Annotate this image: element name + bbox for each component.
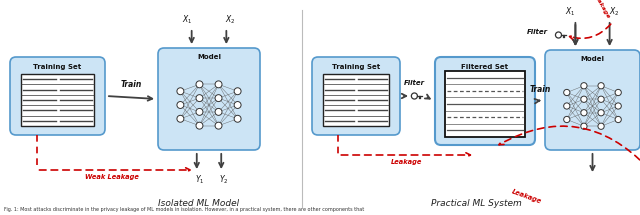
Circle shape	[215, 81, 222, 88]
Circle shape	[564, 103, 570, 109]
Bar	[445, 71, 525, 137]
Text: $Y_1$: $Y_1$	[195, 174, 205, 186]
Text: Model: Model	[580, 56, 605, 62]
Circle shape	[234, 88, 241, 95]
Text: Train: Train	[529, 85, 550, 94]
Text: Filter: Filter	[403, 80, 424, 86]
Circle shape	[177, 88, 184, 95]
Text: Practical ML System: Practical ML System	[431, 198, 522, 207]
Text: Training Set: Training Set	[33, 64, 82, 70]
Text: Leakage: Leakage	[511, 188, 543, 204]
Circle shape	[196, 108, 203, 115]
Circle shape	[581, 110, 587, 116]
Circle shape	[564, 116, 570, 123]
Circle shape	[177, 101, 184, 109]
Text: Fig. 1: Most attacks discriminate in the privacy leakage of ML models in isolati: Fig. 1: Most attacks discriminate in the…	[4, 207, 364, 212]
Text: $X_2$: $X_2$	[225, 14, 236, 26]
Text: Leakage: Leakage	[592, 0, 611, 20]
Circle shape	[196, 122, 203, 129]
Text: $Y_2$: $Y_2$	[220, 174, 229, 186]
Text: Train: Train	[121, 80, 142, 89]
Circle shape	[615, 89, 621, 96]
Text: $X_1$: $X_1$	[182, 14, 193, 26]
Text: $X_1$: $X_1$	[565, 6, 575, 18]
Text: Weak Leakage: Weak Leakage	[84, 174, 139, 180]
Circle shape	[177, 115, 184, 122]
Circle shape	[215, 108, 222, 115]
Circle shape	[598, 123, 604, 129]
FancyBboxPatch shape	[435, 57, 535, 145]
Text: Training Set: Training Set	[332, 64, 380, 70]
Circle shape	[234, 101, 241, 109]
Circle shape	[581, 96, 587, 102]
FancyBboxPatch shape	[545, 50, 640, 150]
Circle shape	[215, 95, 222, 101]
Text: $X_2$: $X_2$	[609, 6, 620, 18]
FancyBboxPatch shape	[312, 57, 400, 135]
Text: Leakage: Leakage	[391, 159, 422, 165]
Circle shape	[581, 123, 587, 129]
Circle shape	[196, 81, 203, 88]
Text: Filter: Filter	[527, 29, 548, 35]
Circle shape	[598, 110, 604, 116]
Circle shape	[215, 122, 222, 129]
FancyBboxPatch shape	[10, 57, 105, 135]
Circle shape	[234, 115, 241, 122]
Circle shape	[598, 83, 604, 89]
Bar	[21, 74, 94, 126]
Circle shape	[581, 83, 587, 89]
Circle shape	[564, 89, 570, 96]
Circle shape	[615, 103, 621, 109]
Text: Isolated ML Model: Isolated ML Model	[159, 198, 239, 207]
Bar	[323, 74, 389, 126]
Text: Model: Model	[197, 54, 221, 60]
Circle shape	[598, 96, 604, 102]
Circle shape	[196, 95, 203, 101]
FancyBboxPatch shape	[158, 48, 260, 150]
Text: Filtered Set: Filtered Set	[461, 64, 509, 70]
Circle shape	[615, 116, 621, 123]
